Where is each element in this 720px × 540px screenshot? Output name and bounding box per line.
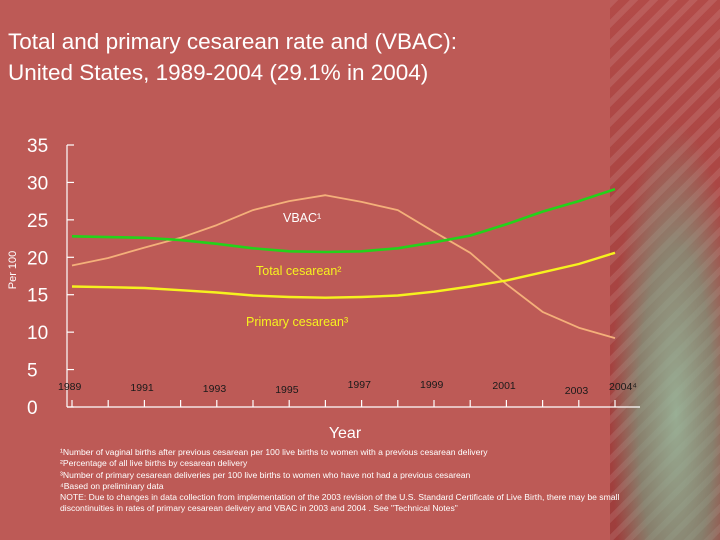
chart-series [71,187,616,339]
y-tick-label: 30 [27,173,48,194]
series-label-total-cesarean: Total cesarean² [256,264,341,278]
y-tick-label: 15 [27,286,48,307]
footnote-3: ³Number of primary cesarean deliveries p… [60,469,471,480]
chart-title-line-1: Total and primary cesarean rate and (VBA… [8,29,457,54]
x-tick-label: 2003 [565,385,589,397]
y-tick-label: 25 [27,211,48,232]
y-tick-label: 5 [27,361,38,382]
y-tick-label: 0 [27,398,38,419]
x-tick-label: 1993 [203,383,227,395]
series-line-total-cesarean [71,187,616,254]
x-tick-label: 1989 [58,381,82,393]
footnote-4: ⁴Based on preliminary data [60,480,164,491]
y-tick-label: 10 [27,323,48,344]
x-tick-label: 1995 [275,384,299,396]
chart-axes [66,144,640,408]
y-axis-title: Per 100 [7,251,19,290]
series-label-primary-cesarean: Primary cesarean³ [246,315,348,329]
x-tick-label: 2001 [492,380,516,392]
footnote-1: ¹Number of vaginal births after previous… [60,447,488,457]
decorative-plant-image [610,120,720,540]
series-label-vbac: VBAC¹ [283,211,321,225]
x-tick-label: 1997 [348,379,372,391]
series-line-primary-cesarean [71,251,616,299]
x-tick-label: 1991 [130,382,154,394]
chart-title-line-2: United States, 1989-2004 (29.1% in 2004) [8,60,429,85]
x-axis-title: Year [329,425,362,442]
y-tick-label: 20 [27,248,48,269]
footnote-note: NOTE: Due to changes in data collection … [60,492,620,503]
x-tick-label: 1999 [420,379,444,391]
chart-title: Total and primary cesarean rate and (VBA… [8,26,608,88]
decorative-side-panel [610,0,720,540]
footnotes: ¹Number of vaginal births after previous… [60,447,720,515]
footnote-2: ²Percentage of all live births by cesare… [60,458,248,469]
footnote-note-continued: discontinuities in rates of primary cesa… [60,503,458,514]
chart-labels: 0 5 10 15 20 25 30 35 1989 1991 1993 1995 1997 1999 20… [7,136,637,442]
series-line-vbac [71,194,616,339]
y-tick-label: 35 [27,136,48,157]
x-tick-label: 2004⁴ [609,381,637,393]
